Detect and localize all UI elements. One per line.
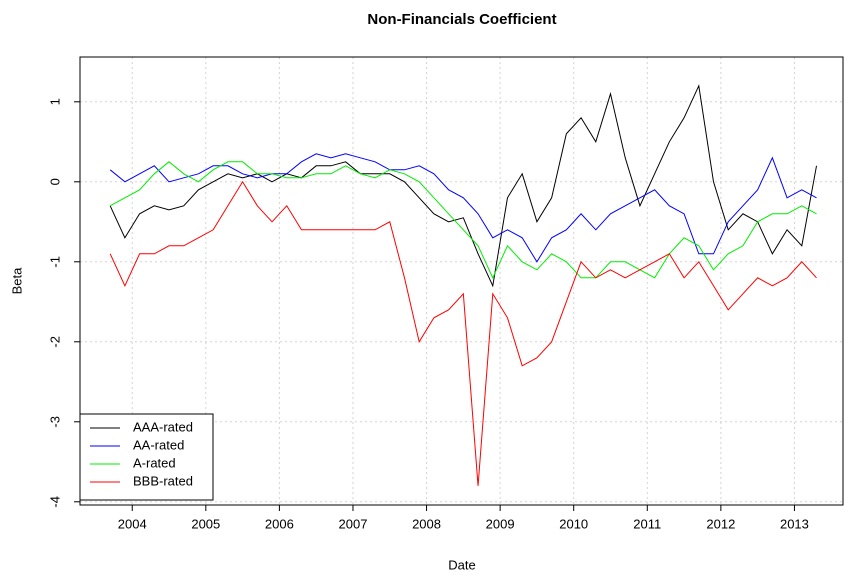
series-line: [109, 180, 817, 486]
y-tick-label: 0: [47, 178, 62, 185]
x-tick-label: 2010: [559, 516, 588, 531]
legend-label: AAA-rated: [133, 419, 193, 434]
x-tick-label: 2013: [780, 516, 809, 531]
x-tick-label: 2012: [706, 516, 735, 531]
legend-label: BBB-rated: [133, 473, 193, 488]
x-tick-label: 2005: [191, 516, 220, 531]
x-tick-label: 2011: [633, 516, 661, 531]
x-tick-label: 2004: [118, 516, 147, 531]
plot-frame: [79, 56, 844, 506]
series-line: [109, 153, 817, 263]
x-tick-label: 2007: [339, 516, 368, 531]
y-tick-label: -2: [47, 336, 62, 348]
series-line: [109, 84, 818, 288]
y-axis-title: Beta: [9, 267, 24, 295]
y-tick-label: -4: [47, 496, 62, 508]
x-tick-label: 2006: [265, 516, 294, 531]
legend-label: AA-rated: [133, 437, 184, 452]
y-tick-label: -3: [47, 416, 62, 428]
chart-title: Non-Financials Coefficient: [367, 11, 556, 28]
x-axis-title: Date: [448, 557, 475, 572]
series-line: [109, 161, 817, 279]
y-tick-label: -1: [47, 256, 62, 268]
legend-label: A-rated: [133, 455, 176, 470]
x-tick-label: 2008: [412, 516, 441, 531]
x-tick-label: 2009: [486, 516, 515, 531]
y-tick-label: 1: [47, 98, 62, 105]
